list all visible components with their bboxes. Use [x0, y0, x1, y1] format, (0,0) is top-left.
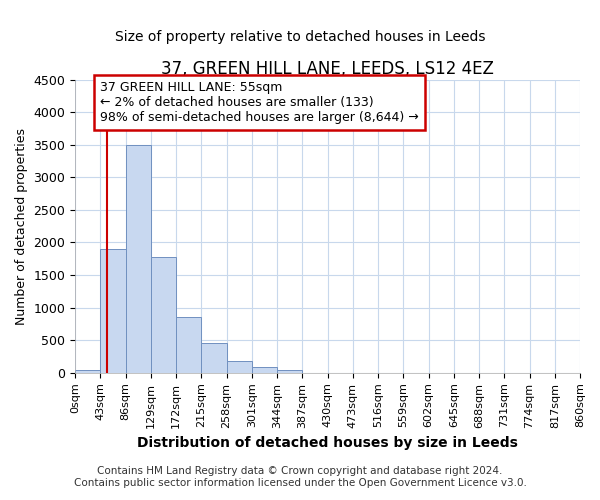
Text: Size of property relative to detached houses in Leeds: Size of property relative to detached ho…	[115, 30, 485, 44]
Y-axis label: Number of detached properties: Number of detached properties	[15, 128, 28, 324]
Title: 37, GREEN HILL LANE, LEEDS, LS12 4EZ: 37, GREEN HILL LANE, LEEDS, LS12 4EZ	[161, 60, 494, 78]
Bar	[176, 318, 202, 373]
Bar	[125, 144, 151, 373]
Bar	[100, 249, 125, 373]
Bar	[277, 370, 302, 373]
Bar	[151, 257, 176, 373]
Text: 37 GREEN HILL LANE: 55sqm
← 2% of detached houses are smaller (133)
98% of semi-: 37 GREEN HILL LANE: 55sqm ← 2% of detach…	[100, 81, 419, 124]
Bar	[252, 367, 277, 373]
X-axis label: Distribution of detached houses by size in Leeds: Distribution of detached houses by size …	[137, 436, 518, 450]
Bar	[227, 361, 252, 373]
Bar	[75, 370, 100, 373]
Bar	[202, 343, 227, 373]
Text: Contains HM Land Registry data © Crown copyright and database right 2024.
Contai: Contains HM Land Registry data © Crown c…	[74, 466, 526, 487]
